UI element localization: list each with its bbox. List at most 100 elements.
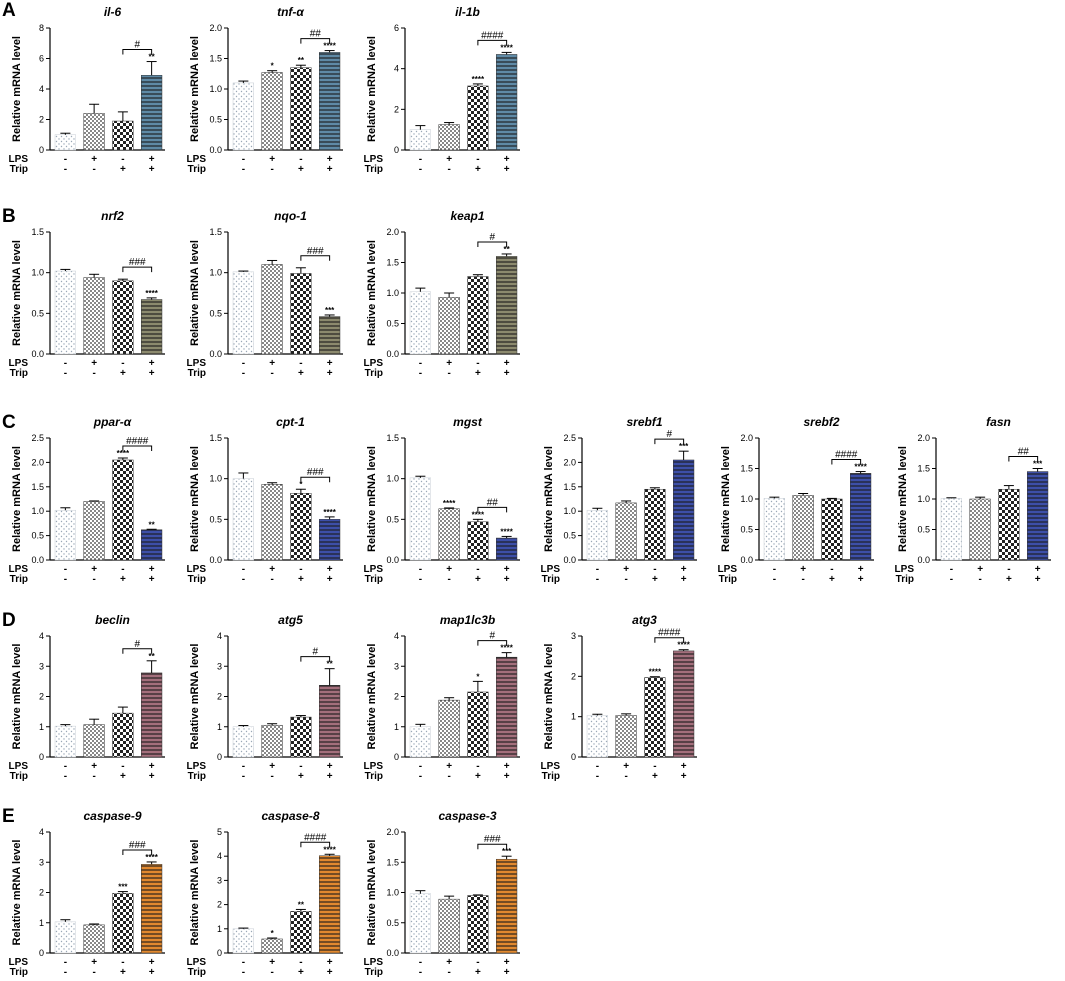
lps-sign: - bbox=[121, 358, 124, 369]
bar-3 bbox=[290, 67, 312, 151]
row-label-trip: Trip bbox=[542, 771, 560, 782]
significance-stars: **** bbox=[500, 644, 513, 653]
chart-srebf2: srebf2 Relative mRNA level 0.0 0.5 1.0 1.5 2.0… bbox=[718, 415, 874, 585]
row-label-trip: Trip bbox=[188, 368, 206, 379]
y-tick-label: 0.0 bbox=[740, 555, 753, 565]
comparison-bracket bbox=[831, 459, 862, 465]
trip-sign: + bbox=[475, 967, 481, 978]
lps-sign: - bbox=[121, 957, 124, 968]
trip-sign: - bbox=[801, 574, 804, 585]
trip-sign: + bbox=[652, 771, 658, 782]
comparison-hash: #### bbox=[481, 30, 504, 41]
chart-title: ppar-α bbox=[93, 415, 132, 429]
comparison-hash: ### bbox=[129, 257, 146, 268]
row-label-lps: LPS bbox=[9, 761, 29, 772]
bar-3 bbox=[112, 280, 134, 355]
trip-sign: + bbox=[327, 368, 333, 379]
bar-4 bbox=[1027, 471, 1049, 561]
lps-sign: + bbox=[327, 564, 333, 575]
chart-atg3: atg3 Relative mRNA level 0 1 2 3 **** **** #### L… bbox=[541, 613, 697, 782]
significance-stars: * bbox=[299, 480, 303, 489]
chart-il-1b: il-1b Relative mRNA level 0 2 4 6 **** **** ####… bbox=[364, 5, 520, 175]
y-tick-label: 4 bbox=[39, 827, 44, 837]
lps-sign: - bbox=[242, 957, 245, 968]
bar-3 bbox=[112, 712, 134, 758]
bar-4 bbox=[319, 519, 341, 561]
trip-sign: + bbox=[120, 771, 126, 782]
bar-1 bbox=[232, 928, 254, 954]
trip-sign: - bbox=[624, 574, 627, 585]
row-label-lps: LPS bbox=[187, 154, 207, 165]
lps-sign: + bbox=[91, 761, 97, 772]
significance-stars: * bbox=[271, 929, 275, 938]
y-axis-label: Relative mRNA level bbox=[543, 446, 555, 552]
bar-1 bbox=[54, 509, 76, 561]
comparison-hash: # bbox=[312, 647, 318, 658]
trip-sign: + bbox=[475, 574, 481, 585]
lps-sign: + bbox=[623, 564, 629, 575]
significance-stars: ** bbox=[298, 900, 305, 909]
y-axis-label: Relative mRNA level bbox=[897, 446, 909, 552]
significance-stars: **** bbox=[649, 668, 662, 677]
y-tick-label: 1.5 bbox=[386, 857, 399, 867]
bar-4 bbox=[496, 537, 518, 561]
row-label-trip: Trip bbox=[365, 164, 383, 175]
comparison-hash: #### bbox=[658, 628, 681, 639]
comparison-bracket bbox=[300, 255, 331, 261]
y-tick-label: 0.0 bbox=[917, 555, 930, 565]
significance-stars: **** bbox=[145, 289, 158, 298]
lps-sign: + bbox=[149, 957, 155, 968]
lps-sign: + bbox=[91, 957, 97, 968]
y-tick-label: 1 bbox=[394, 722, 399, 732]
lps-sign: + bbox=[149, 761, 155, 772]
y-tick-label: 6 bbox=[39, 54, 44, 64]
y-tick-label: 3 bbox=[217, 875, 222, 885]
significance-stars: **** bbox=[117, 449, 130, 458]
bar-3 bbox=[467, 85, 489, 151]
comparison-hash: ### bbox=[307, 246, 324, 257]
lps-sign: + bbox=[623, 761, 629, 772]
bar-2 bbox=[438, 297, 460, 355]
trip-sign: + bbox=[504, 164, 510, 175]
comparison-hash: ## bbox=[310, 29, 322, 40]
bar-1 bbox=[409, 893, 431, 954]
lps-sign: + bbox=[446, 957, 452, 968]
trip-sign: - bbox=[447, 771, 450, 782]
comparison-hash: # bbox=[489, 631, 495, 642]
lps-sign: - bbox=[1007, 564, 1010, 575]
lps-sign: - bbox=[242, 564, 245, 575]
chart-title: caspase-9 bbox=[83, 809, 141, 823]
y-tick-label: 5 bbox=[217, 827, 222, 837]
trip-sign: + bbox=[298, 574, 304, 585]
row-label-trip: Trip bbox=[188, 164, 206, 175]
bar-1 bbox=[232, 82, 254, 151]
y-tick-label: 0 bbox=[571, 752, 576, 762]
bar-4 bbox=[319, 855, 341, 954]
y-tick-label: 0.0 bbox=[209, 145, 222, 155]
trip-sign: - bbox=[419, 967, 422, 978]
row-label-trip: Trip bbox=[10, 164, 28, 175]
comparison-hash: ### bbox=[307, 467, 324, 478]
lps-sign: - bbox=[299, 564, 302, 575]
row-label-lps: LPS bbox=[9, 154, 29, 165]
y-tick-label: 4 bbox=[39, 84, 44, 94]
bar-4 bbox=[496, 656, 518, 758]
y-axis-label: Relative mRNA level bbox=[366, 446, 378, 552]
y-tick-label: 0.5 bbox=[209, 514, 222, 524]
y-tick-label: 2.0 bbox=[209, 23, 222, 33]
comparison-hash: ### bbox=[484, 834, 501, 845]
y-tick-label: 4 bbox=[217, 631, 222, 641]
lps-sign: + bbox=[1035, 564, 1041, 575]
chart-mgst: mgst Relative mRNA level 0.0 0.5 1.0 1.5 **** *… bbox=[364, 415, 520, 585]
comparison-bracket bbox=[122, 49, 153, 55]
comparison-bracket bbox=[122, 445, 153, 452]
bar-2 bbox=[615, 502, 637, 561]
y-tick-label: 2 bbox=[217, 900, 222, 910]
y-axis-label: Relative mRNA level bbox=[720, 446, 732, 552]
trip-sign: - bbox=[447, 368, 450, 379]
y-tick-label: 1 bbox=[217, 924, 222, 934]
bar-2 bbox=[438, 124, 460, 151]
lps-sign: - bbox=[242, 761, 245, 772]
